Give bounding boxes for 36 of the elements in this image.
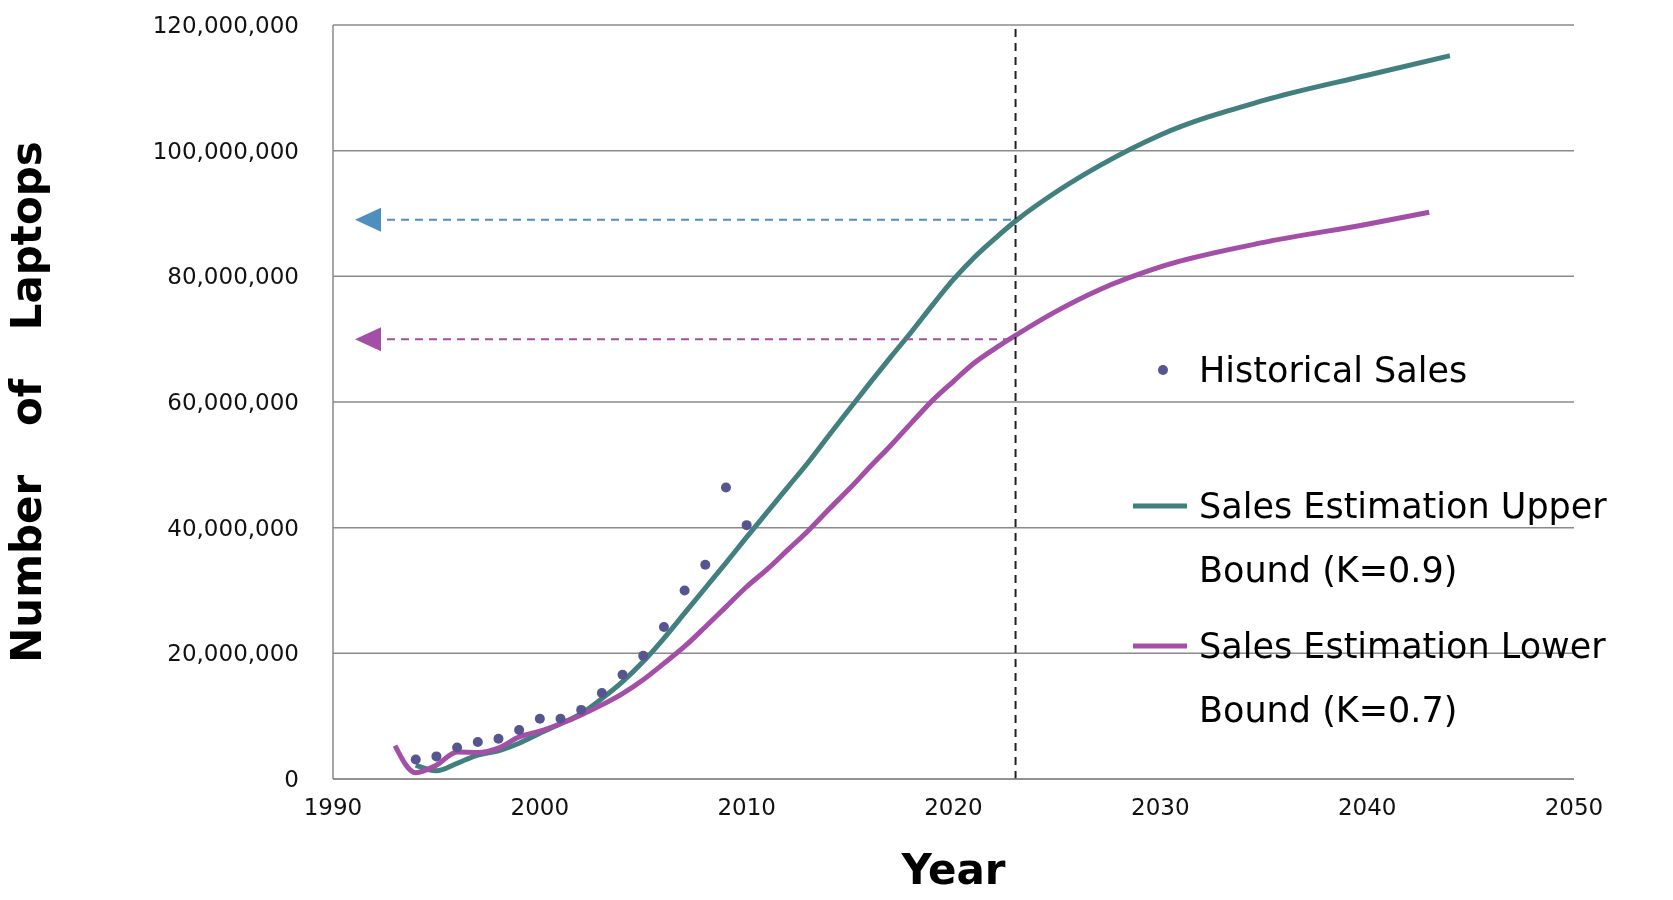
point <box>452 742 463 753</box>
y-tick-label: 40,000,000 <box>167 514 299 541</box>
x-tick-label: 2030 <box>1131 794 1190 821</box>
y-tick-label: 120,000,000 <box>152 12 299 39</box>
point <box>617 669 628 680</box>
point <box>596 687 607 698</box>
x-tick-label: 2040 <box>1337 794 1397 821</box>
y-tick-label: 100,000,000 <box>152 137 299 164</box>
point <box>534 713 545 724</box>
x-tick-label: 1990 <box>303 794 363 821</box>
x-axis-title: Year <box>900 845 1006 894</box>
point <box>493 733 504 744</box>
legend-label: Sales Estimation Lower Bound (K=0.7) <box>1198 625 1607 732</box>
x-tick-label: 2020 <box>924 794 983 821</box>
point <box>741 520 752 531</box>
point <box>576 704 587 715</box>
y-tick-label: 60,000,000 <box>167 389 299 416</box>
point <box>638 650 649 661</box>
point <box>658 621 669 632</box>
point <box>555 713 566 724</box>
point <box>720 482 731 493</box>
legend-label: Sales Estimation Upper Bound (K=0.9) <box>1198 485 1608 592</box>
y-tick-label: 20,000,000 <box>167 640 299 667</box>
point <box>514 724 525 735</box>
legend-label: Historical Sales <box>1198 349 1468 392</box>
y-tick-label: 0 <box>284 766 299 793</box>
point <box>410 754 421 765</box>
y-axis-title: Number of Laptops <box>1 141 51 663</box>
x-tick-label: 2050 <box>1544 794 1604 821</box>
point <box>431 751 442 762</box>
y-tick-label: 80,000,000 <box>167 263 299 290</box>
point <box>472 736 483 747</box>
x-tick-label: 2010 <box>717 794 776 821</box>
point <box>700 559 711 570</box>
point <box>679 585 690 596</box>
x-tick-label: 2000 <box>510 794 570 821</box>
